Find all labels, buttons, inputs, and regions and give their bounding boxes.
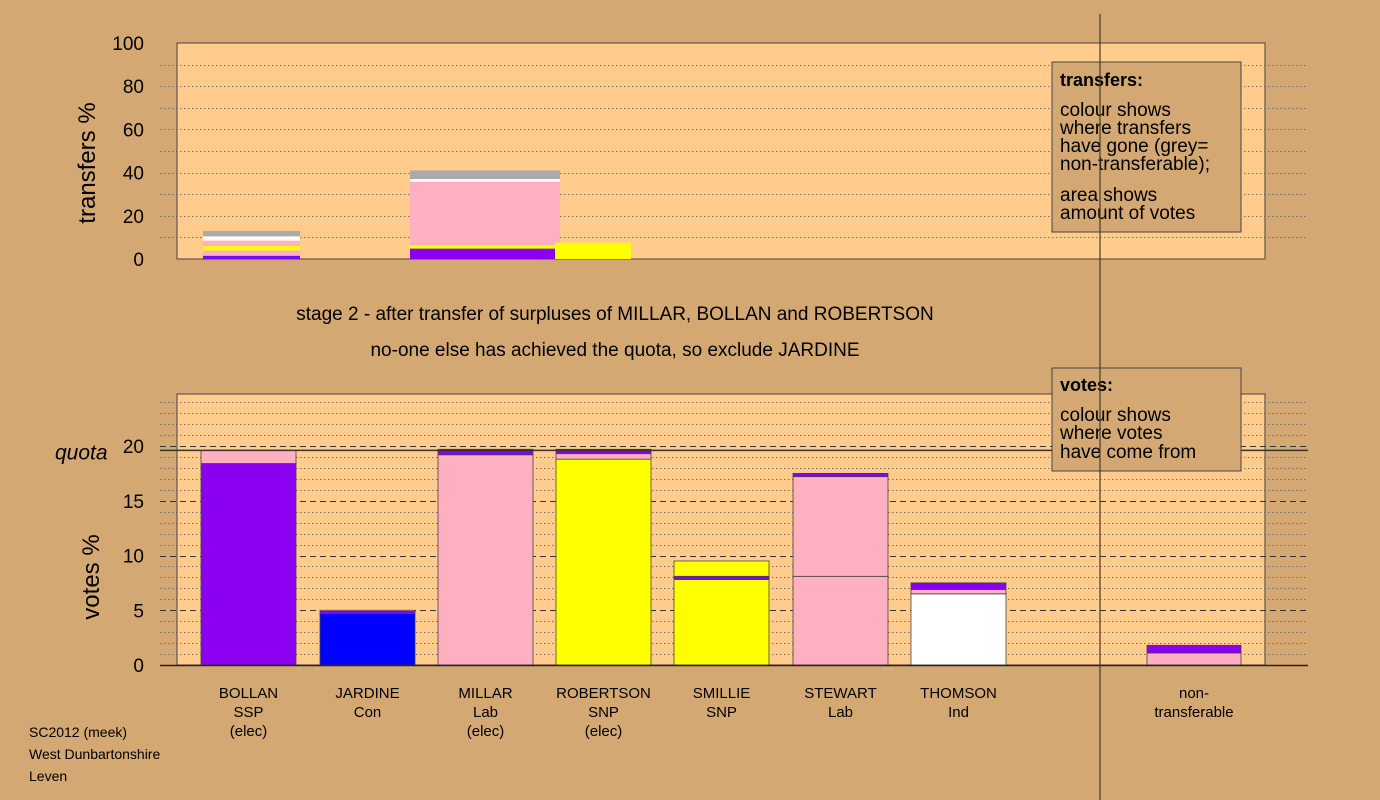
transfer-segment <box>410 245 560 249</box>
transfer-segment <box>203 240 300 247</box>
candidate-label: Lab <box>828 704 853 721</box>
stage-exclusion-note: no-one else has achieved the quota, so e… <box>370 340 859 361</box>
transfers-legend-line: have gone (grey= <box>1060 136 1208 157</box>
footer-council: West Dunbartonshire <box>29 746 160 762</box>
y-tick-label: 5 <box>133 601 144 622</box>
transfers-legend-line: amount of votes <box>1060 203 1195 224</box>
y-tick-label: 40 <box>123 164 144 185</box>
candidate-label: STEWART <box>804 685 877 702</box>
candidate-label: ROBERTSON <box>556 685 651 702</box>
transfer-segment <box>410 179 560 182</box>
transfer-segment <box>410 170 560 180</box>
candidate-label: THOMSON <box>920 685 997 702</box>
y-tick-label: 20 <box>123 207 144 228</box>
candidate-label: SNP <box>706 704 737 721</box>
transfer-segment <box>203 230 300 237</box>
votes-legend: votes: colour shows where votes have com… <box>1051 367 1242 472</box>
vote-segment <box>319 609 416 612</box>
votes-legend-line: have come from <box>1060 442 1196 463</box>
vote-segment <box>437 454 534 666</box>
candidate-label: BOLLAN <box>219 685 278 702</box>
transfer-segment <box>203 236 300 241</box>
y-tick-label: 100 <box>112 34 144 55</box>
vote-segment <box>673 560 770 577</box>
transfer-segment <box>410 248 560 250</box>
vote-segment <box>910 593 1007 666</box>
y-tick-label: 0 <box>133 250 144 271</box>
vote-segment <box>200 449 297 464</box>
transfer-segment <box>203 246 300 251</box>
transfer-segment <box>203 255 300 257</box>
candidate-label: SSP <box>233 704 263 721</box>
transfers-legend-box <box>1051 61 1242 233</box>
stage-description: stage 2 - after transfer of surpluses of… <box>296 304 933 325</box>
transfers-legend-title: transfers: <box>1060 70 1143 90</box>
vote-segment <box>910 589 1007 595</box>
vote-segment <box>673 579 770 666</box>
vote-segment <box>673 575 770 580</box>
transfers-legend: transfers: colour shows where transfers … <box>1051 61 1242 233</box>
vote-segment <box>910 582 1007 590</box>
y-tick-label: 20 <box>123 437 144 458</box>
footer-ward: Leven <box>29 768 67 784</box>
transfer-segment <box>410 249 560 259</box>
candidate-label: (elec) <box>230 723 268 740</box>
votes-legend-title: votes: <box>1060 375 1113 395</box>
vote-segment <box>555 458 652 666</box>
candidate-label: SMILLIE <box>693 685 751 702</box>
candidate-label: Ind <box>948 704 969 721</box>
transfers-legend-line: area shows <box>1060 185 1157 206</box>
vote-segment <box>555 453 652 460</box>
votes-legend-line: where votes <box>1059 423 1162 444</box>
vote-segment <box>792 575 889 666</box>
vote-segment <box>792 472 889 478</box>
candidate-label: SNP <box>588 704 619 721</box>
nontransferable-label: transferable <box>1154 704 1233 721</box>
transfers-legend-line: where transfers <box>1059 118 1191 139</box>
transfer-segment <box>203 256 300 259</box>
vote-segment <box>555 448 652 455</box>
transfer-segment <box>410 181 560 246</box>
transfers-legend-line: colour shows <box>1060 100 1171 121</box>
transfer-segment <box>203 250 300 256</box>
y-tick-label: 15 <box>123 492 144 513</box>
nontransferable-segment <box>1146 652 1242 666</box>
candidate-labels: BOLLAN SSP (elec) JARDINE Con MILLAR Lab (elec)… <box>219 685 1234 740</box>
transfers-plot: 0 20 40 60 80 100 transfers % transfers: colo… <box>74 34 1308 271</box>
transfers-bars <box>203 170 631 259</box>
footer-election: SC2012 (meek) <box>29 724 127 740</box>
votes-bars <box>200 448 1242 666</box>
votes-legend-line: colour shows <box>1060 405 1171 426</box>
vote-segment <box>437 448 534 456</box>
candidate-label: JARDINE <box>335 685 399 702</box>
candidate-label: Con <box>354 704 382 721</box>
transfer-segment <box>555 242 631 259</box>
votes-legend-box <box>1051 367 1242 472</box>
vote-segment <box>792 476 889 577</box>
vote-segment <box>200 463 297 666</box>
transfers-legend-line: non-transferable); <box>1060 154 1210 175</box>
y-tick-label: 0 <box>133 656 144 677</box>
vote-segment <box>319 613 416 666</box>
candidate-label: MILLAR <box>458 685 512 702</box>
nontransferable-segment <box>1146 644 1242 654</box>
y-tick-label: 60 <box>123 120 144 141</box>
quota-label: quota <box>55 441 108 464</box>
votes-y-ticks: 0 5 10 15 20 <box>123 437 144 677</box>
candidate-label: (elec) <box>585 723 623 740</box>
votes-y-axis-label: votes % <box>78 534 105 619</box>
transfers-y-ticks: 0 20 40 60 80 100 <box>112 34 144 271</box>
y-tick-label: 10 <box>123 547 144 568</box>
nontransferable-label: non- <box>1179 685 1209 702</box>
transfers-y-axis-label: transfers % <box>74 102 101 223</box>
candidate-label: (elec) <box>467 723 505 740</box>
votes-plot: 0 5 10 15 20 BOLLAN SSP (elec) JARDINE Con MILLAR… <box>55 367 1308 740</box>
candidate-label: Lab <box>473 704 498 721</box>
y-tick-label: 80 <box>123 77 144 98</box>
